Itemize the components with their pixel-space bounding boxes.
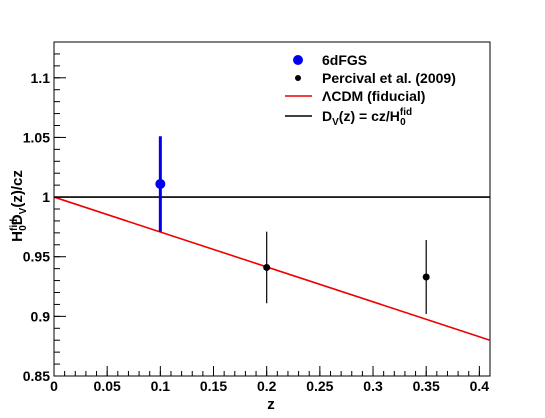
legend-marker-percival [295,75,301,81]
series-points [155,136,430,314]
x-tick-labels: 0 0.05 0.1 0.15 0.2 0.25 0.3 0.35 0.4 [50,378,489,394]
y-axis-title: Hfid0DV(z)/cz [9,170,29,242]
axis-ticks [53,41,491,377]
x-tick-label: 0.4 [470,378,490,394]
legend-label-lcdm: ΛCDM (fiducial) [322,88,425,104]
x-tick-label: 0.3 [363,378,383,394]
y-tick-label: 0.85 [23,368,50,384]
x-tick-label: 0.05 [94,378,121,394]
x-tick-label: 0.2 [257,378,277,394]
x-tick-label: 0.35 [413,378,440,394]
legend-label-percival: Percival et al. (2009) [322,70,456,86]
lcdm-line [53,196,491,341]
x-tick-label: 0.25 [306,378,333,394]
y-tick-label: 1.05 [23,129,50,145]
percival-point [263,263,271,271]
y-tick-label: 1.1 [31,70,51,86]
y-tick-labels: 0.85 0.9 0.95 1 1.05 1.1 [23,70,50,384]
x-tick-label: 0 [50,378,58,394]
percival-point [422,273,430,281]
x-tick-label: 0.15 [200,378,227,394]
y-tick-label: 0.95 [23,249,50,265]
x-axis-title: z [267,396,275,413]
legend: 6dFGS Percival et al. (2009) ΛCDM (fiduc… [285,52,456,128]
6dfgs-point [155,178,166,189]
y-tick-label: 0.9 [31,308,51,324]
legend-label-6dfgs: 6dFGS [322,52,367,68]
legend-marker-6dfgs [293,55,303,65]
legend-label-dv: DV(z) = cz/Hfid 0 [322,107,412,128]
series-lines [53,196,491,341]
y-tick-label: 1 [42,189,50,205]
x-tick-label: 0.1 [151,378,171,394]
